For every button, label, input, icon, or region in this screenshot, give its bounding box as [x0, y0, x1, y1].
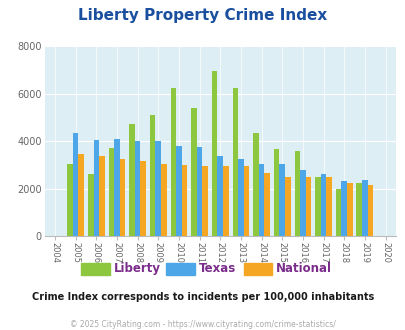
- Bar: [294, 150, 299, 236]
- Bar: [155, 141, 161, 236]
- Bar: [222, 166, 228, 236]
- Bar: [279, 164, 284, 236]
- Bar: [356, 182, 361, 236]
- Bar: [238, 159, 243, 236]
- Bar: [264, 173, 269, 236]
- Text: Crime Index corresponds to incidents per 100,000 inhabitants: Crime Index corresponds to incidents per…: [32, 292, 373, 302]
- Bar: [284, 177, 290, 236]
- Bar: [253, 133, 258, 236]
- Bar: [314, 177, 320, 236]
- Bar: [196, 147, 202, 236]
- Text: © 2025 CityRating.com - https://www.cityrating.com/crime-statistics/: © 2025 CityRating.com - https://www.city…: [70, 320, 335, 329]
- Bar: [161, 164, 166, 236]
- Bar: [335, 188, 341, 236]
- Bar: [119, 159, 125, 236]
- Bar: [320, 174, 326, 236]
- Bar: [341, 182, 346, 236]
- Bar: [258, 164, 264, 236]
- Text: Texas: Texas: [198, 262, 236, 276]
- Bar: [129, 124, 134, 236]
- Bar: [170, 88, 176, 236]
- Bar: [361, 180, 367, 236]
- Bar: [346, 182, 352, 236]
- Bar: [134, 141, 140, 236]
- Bar: [305, 177, 311, 236]
- Bar: [232, 88, 238, 236]
- Bar: [78, 154, 84, 236]
- Bar: [88, 174, 93, 236]
- Bar: [243, 166, 249, 236]
- Text: Liberty: Liberty: [113, 262, 160, 276]
- Bar: [211, 71, 217, 236]
- Bar: [140, 161, 146, 236]
- Bar: [67, 164, 72, 236]
- Bar: [108, 148, 114, 236]
- Bar: [217, 156, 222, 236]
- Bar: [191, 108, 196, 236]
- Bar: [93, 140, 99, 236]
- Bar: [99, 156, 104, 236]
- Bar: [72, 133, 78, 236]
- Bar: [202, 166, 207, 236]
- Text: National: National: [275, 262, 331, 276]
- Bar: [114, 139, 119, 236]
- Bar: [273, 149, 279, 236]
- Text: Liberty Property Crime Index: Liberty Property Crime Index: [78, 8, 327, 23]
- Bar: [326, 177, 331, 236]
- Bar: [299, 170, 305, 236]
- Bar: [367, 185, 372, 236]
- Bar: [181, 165, 187, 236]
- Bar: [176, 146, 181, 236]
- Bar: [149, 115, 155, 236]
